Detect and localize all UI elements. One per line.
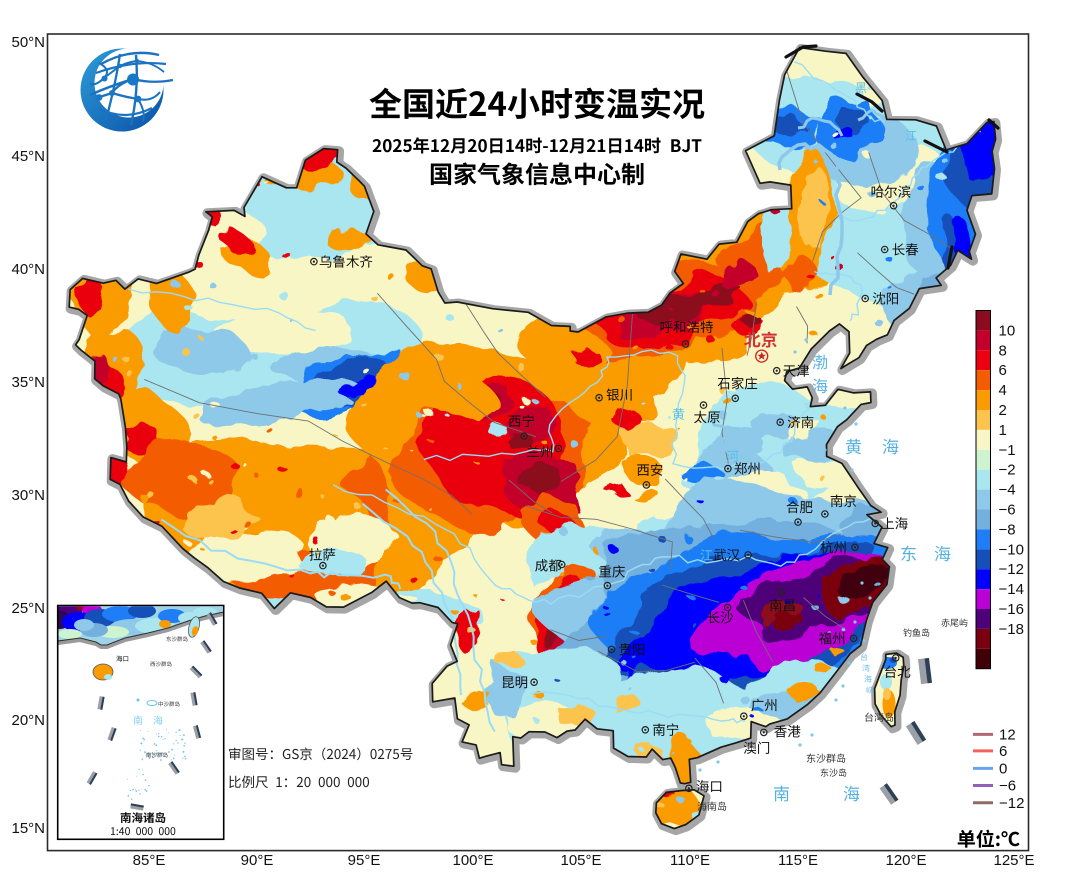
svg-text:2: 2 <box>999 402 1007 419</box>
svg-text:−12: −12 <box>999 795 1024 812</box>
svg-text:50°N: 50°N <box>11 34 45 51</box>
svg-text:40°N: 40°N <box>11 261 45 278</box>
svg-text:115°E: 115°E <box>778 852 818 869</box>
svg-text:105°E: 105°E <box>560 852 601 869</box>
svg-text:−10: −10 <box>999 541 1024 558</box>
svg-text:25°N: 25°N <box>11 600 45 617</box>
svg-text:−6: −6 <box>999 778 1016 795</box>
svg-text:100°E: 100°E <box>452 852 493 869</box>
svg-text:90°E: 90°E <box>241 852 274 869</box>
svg-text:−6: −6 <box>999 502 1016 519</box>
svg-text:6: 6 <box>999 362 1007 379</box>
svg-text:−1: −1 <box>999 442 1016 459</box>
svg-text:4: 4 <box>999 382 1007 399</box>
svg-text:45°N: 45°N <box>11 148 45 165</box>
svg-text:−4: −4 <box>999 482 1016 499</box>
svg-text:85°E: 85°E <box>133 852 166 869</box>
svg-text:1: 1 <box>999 422 1007 439</box>
svg-text:6: 6 <box>999 743 1007 760</box>
svg-text:−14: −14 <box>999 581 1024 598</box>
svg-text:−2: −2 <box>999 462 1016 479</box>
svg-text:20°N: 20°N <box>11 712 45 729</box>
svg-text:110°E: 110°E <box>670 852 710 869</box>
svg-text:10: 10 <box>999 322 1016 339</box>
svg-text:120°E: 120°E <box>885 852 926 869</box>
svg-text:−18: −18 <box>999 621 1024 638</box>
svg-text:8: 8 <box>999 342 1007 359</box>
svg-text:125°E: 125°E <box>993 852 1034 869</box>
svg-text:−12: −12 <box>999 561 1024 578</box>
svg-text:−8: −8 <box>999 521 1016 538</box>
svg-text:30°N: 30°N <box>11 487 45 504</box>
svg-text:12: 12 <box>999 726 1016 743</box>
svg-text:15°N: 15°N <box>11 820 45 837</box>
svg-text:95°E: 95°E <box>348 852 381 869</box>
svg-text:35°N: 35°N <box>11 374 45 391</box>
svg-text:0: 0 <box>999 760 1007 777</box>
svg-text:−16: −16 <box>999 601 1024 618</box>
